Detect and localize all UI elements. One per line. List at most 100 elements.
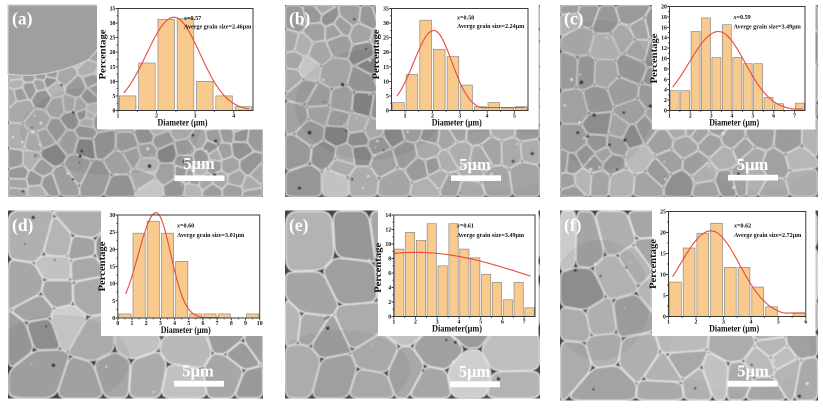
svg-text:0: 0: [116, 321, 119, 327]
svg-text:25: 25: [660, 210, 666, 216]
svg-text:Diameter (µm): Diameter (µm): [709, 324, 759, 334]
svg-text:(c): (c): [564, 9, 584, 29]
svg-text:10: 10: [660, 273, 666, 279]
svg-text:30: 30: [109, 213, 115, 219]
svg-text:(e): (e): [289, 215, 309, 235]
svg-text:10: 10: [383, 79, 389, 85]
svg-text:4: 4: [731, 114, 734, 120]
svg-text:x=0.59: x=0.59: [733, 15, 751, 21]
svg-text:6: 6: [201, 321, 204, 327]
svg-text:x=0.58: x=0.58: [456, 16, 474, 22]
svg-text:1: 1: [667, 320, 670, 326]
svg-text:15: 15: [109, 265, 115, 271]
svg-text:4: 4: [664, 88, 667, 94]
svg-text:25: 25: [109, 230, 115, 236]
svg-text:14: 14: [385, 213, 391, 219]
svg-text:2: 2: [145, 321, 148, 327]
svg-text:Percentage: Percentage: [97, 242, 107, 292]
svg-text:4: 4: [232, 114, 235, 120]
svg-text:Percentage: Percentage: [371, 30, 381, 80]
svg-text:5: 5: [112, 94, 115, 100]
svg-text:Diameter (µm): Diameter (µm): [161, 325, 211, 335]
svg-text:30: 30: [383, 21, 389, 27]
svg-text:1: 1: [392, 320, 395, 326]
svg-text:Averge grain size=2.24µm: Averge grain size=2.24µm: [457, 24, 524, 30]
svg-text:(d): (d): [12, 215, 34, 235]
svg-text:15: 15: [110, 65, 116, 71]
svg-text:25: 25: [110, 36, 116, 42]
svg-text:5µm: 5µm: [459, 362, 491, 381]
svg-text:7: 7: [523, 320, 526, 326]
svg-text:5: 5: [187, 321, 190, 327]
svg-text:5: 5: [479, 320, 482, 326]
svg-text:9: 9: [244, 321, 247, 327]
svg-text:Diameter (µm): Diameter (µm): [432, 118, 482, 128]
svg-text:Percentage: Percentage: [97, 29, 107, 79]
svg-text:0: 0: [112, 316, 115, 322]
svg-text:10: 10: [109, 282, 115, 288]
svg-text:(a): (a): [12, 9, 33, 29]
svg-text:6: 6: [772, 114, 775, 120]
svg-text:2: 2: [664, 98, 667, 104]
svg-text:Averge grain size=3.49µm: Averge grain size=3.49µm: [457, 233, 524, 239]
svg-text:Diameter(µm): Diameter(µm): [432, 324, 482, 334]
svg-text:Averge grain size=2.72µm: Averge grain size=2.72µm: [734, 233, 801, 239]
svg-text:1: 1: [668, 114, 671, 120]
svg-text:7: 7: [793, 114, 796, 120]
svg-text:20: 20: [661, 5, 667, 11]
svg-text:6: 6: [664, 77, 667, 83]
svg-text:0: 0: [663, 315, 666, 321]
svg-text:4: 4: [458, 320, 461, 326]
svg-text:15: 15: [383, 65, 389, 71]
svg-text:10: 10: [661, 57, 667, 63]
svg-text:10: 10: [385, 242, 391, 248]
svg-text:15: 15: [660, 252, 666, 258]
svg-text:3: 3: [458, 114, 461, 120]
svg-text:0: 0: [664, 109, 667, 115]
svg-text:2: 2: [689, 114, 692, 120]
svg-text:8: 8: [230, 321, 233, 327]
svg-text:5µm: 5µm: [182, 361, 214, 380]
svg-text:5: 5: [513, 114, 516, 120]
svg-text:0: 0: [388, 315, 391, 321]
svg-text:(b): (b): [289, 9, 311, 29]
svg-text:7: 7: [216, 321, 219, 327]
svg-text:(f): (f): [564, 215, 582, 235]
svg-text:x=0.57: x=0.57: [183, 16, 201, 22]
svg-text:5: 5: [751, 114, 754, 120]
svg-text:1: 1: [117, 114, 120, 120]
svg-text:5: 5: [777, 320, 780, 326]
svg-text:20: 20: [110, 50, 116, 56]
svg-text:6: 6: [804, 320, 807, 326]
svg-text:0: 0: [386, 109, 389, 115]
svg-text:Diameter (µm): Diameter (µm): [158, 118, 208, 128]
svg-text:10: 10: [110, 79, 116, 85]
svg-text:12: 12: [661, 46, 667, 52]
svg-text:Averge grain size=3.01µm: Averge grain size=3.01µm: [177, 233, 244, 239]
svg-text:0: 0: [112, 109, 115, 115]
svg-text:35: 35: [110, 7, 116, 13]
svg-text:5: 5: [112, 299, 115, 305]
svg-text:2: 2: [695, 320, 698, 326]
svg-text:30: 30: [110, 21, 116, 27]
svg-text:14: 14: [661, 36, 667, 42]
svg-text:20: 20: [383, 50, 389, 56]
svg-text:Percentage: Percentage: [649, 34, 659, 84]
svg-text:20: 20: [109, 247, 115, 253]
svg-text:2: 2: [155, 114, 158, 120]
svg-text:2: 2: [431, 114, 434, 120]
svg-text:6: 6: [388, 271, 391, 277]
svg-text:12: 12: [385, 228, 391, 234]
svg-text:5µm: 5µm: [183, 154, 215, 173]
svg-text:4: 4: [173, 321, 176, 327]
svg-text:x=0.61: x=0.61: [456, 224, 474, 230]
svg-text:5: 5: [663, 294, 666, 300]
svg-text:3: 3: [722, 320, 725, 326]
svg-text:5: 5: [386, 94, 389, 100]
svg-text:Percentage: Percentage: [373, 243, 383, 293]
svg-text:5µm: 5µm: [737, 362, 769, 381]
svg-text:2: 2: [388, 300, 391, 306]
svg-text:1: 1: [404, 114, 407, 120]
svg-text:20: 20: [660, 231, 666, 237]
svg-text:Averge grain size=3.49µm: Averge grain size=3.49µm: [734, 25, 801, 31]
